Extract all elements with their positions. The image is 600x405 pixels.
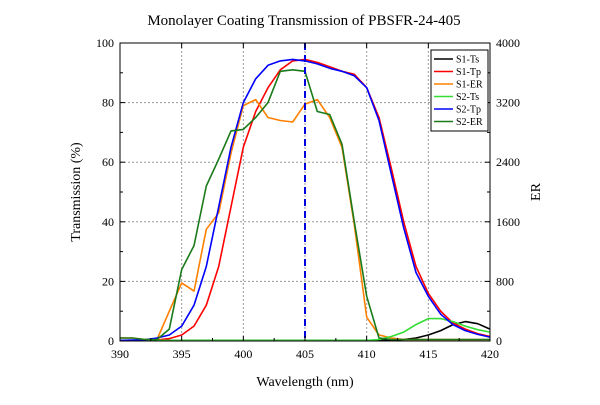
x-tick-label: 395 — [173, 347, 191, 361]
y2-tick-label: 3200 — [496, 96, 520, 110]
y2-axis-label: ER — [529, 182, 544, 201]
axes-ticks: 390 395 400 405 410 415 4200204060801000800160… — [96, 36, 520, 361]
y-tick-label: 0 — [108, 334, 114, 348]
y2-tick-label: 4000 — [496, 36, 520, 50]
x-tick-label: 405 — [296, 347, 314, 361]
legend-label-s2-tp: S2-Tp — [456, 105, 481, 116]
x-tick-label: 400 — [234, 347, 252, 361]
legend-label-s2-er: S2-ER — [456, 117, 483, 128]
legend-box — [430, 49, 489, 132]
y2-tick-label: 1600 — [496, 215, 520, 229]
y2-tick-label: 2400 — [496, 155, 520, 169]
series-line-s2-ts — [120, 317, 491, 342]
y-tick-label: 100 — [96, 36, 114, 50]
y2-tick-label: 800 — [496, 274, 514, 288]
y-tick-label: 40 — [102, 215, 114, 229]
legend-label-s1-ts: S1-Ts — [456, 55, 479, 66]
y2-tick-label: 0 — [496, 334, 502, 348]
x-tick-label: 410 — [358, 347, 376, 361]
x-tick-label: 420 — [481, 347, 499, 361]
y-axis-label: Transmission (%) — [69, 142, 84, 242]
y-tick-label: 60 — [102, 155, 114, 169]
x-tick-label: 415 — [419, 347, 437, 361]
x-axis-label: Wavelength (nm) — [256, 375, 354, 390]
legend-label-s1-er: S1-ER — [456, 80, 483, 91]
y-tick-label: 20 — [102, 274, 114, 288]
chart-title: Monolayer Coating Transmission of PBSFR-… — [147, 13, 460, 29]
legend-label-s2-ts: S2-Ts — [456, 92, 479, 103]
y-tick-label: 80 — [102, 96, 114, 110]
x-tick-label: 390 — [111, 347, 129, 361]
legend-label-s1-tp: S1-Tp — [456, 67, 481, 78]
